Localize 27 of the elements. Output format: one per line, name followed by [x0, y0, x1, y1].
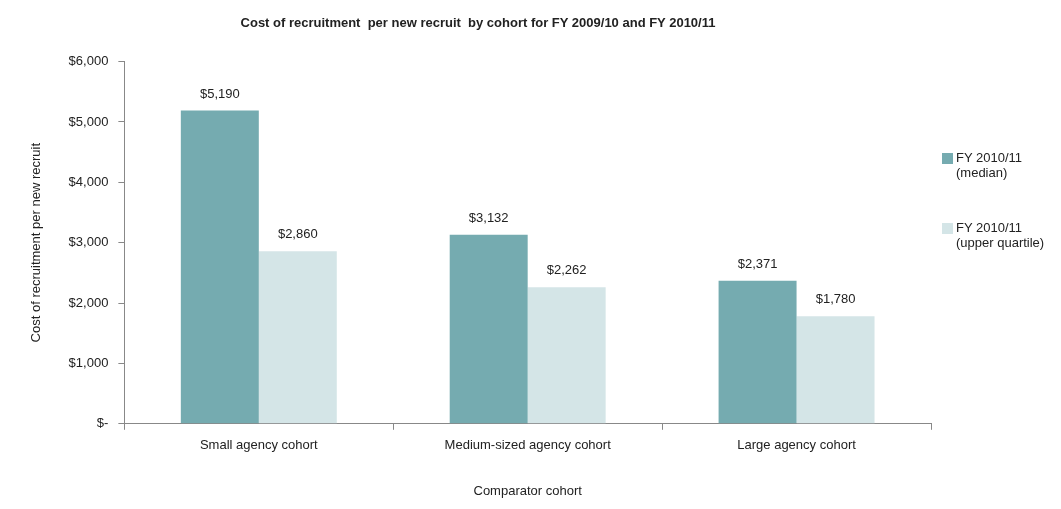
bar [180, 110, 259, 424]
x-tick-label: Medium-sized agency cohort [444, 437, 612, 453]
bar [449, 234, 528, 424]
bar [258, 251, 337, 424]
y-axis-title: Cost of recruitment per new recruit [28, 142, 44, 343]
y-tick-label: $4,000 [68, 173, 109, 189]
y-tick-label: $5,000 [68, 113, 109, 129]
legend-label: FY 2010/11 (median) [956, 150, 1023, 180]
x-tick-label: Large agency cohort [737, 437, 857, 453]
y-tick-label: $2,000 [68, 294, 109, 310]
x-tick-label: Small agency cohort [199, 437, 319, 453]
data-label: $5,190 [199, 85, 240, 101]
x-axis-title: Comparator cohort [473, 482, 583, 498]
y-tick-label: $1,000 [68, 355, 109, 371]
data-label: $2,371 [737, 255, 778, 271]
bar [718, 280, 797, 424]
data-label: $2,262 [546, 262, 587, 278]
data-label: $3,132 [468, 209, 509, 225]
bar [796, 316, 875, 424]
data-label: $2,860 [277, 226, 318, 242]
bar [527, 287, 606, 424]
y-tick-label: $3,000 [68, 234, 109, 250]
legend-label: FY 2010/11 (upper quartile) [956, 220, 1046, 250]
y-tick-label: $6,000 [68, 53, 109, 69]
chart-title: Cost of recruitment per new recruit by cohort for FY 2009/10 and FY 2010/11 [240, 15, 716, 31]
y-tick-label: $- [96, 415, 109, 431]
data-label: $1,780 [815, 291, 856, 307]
